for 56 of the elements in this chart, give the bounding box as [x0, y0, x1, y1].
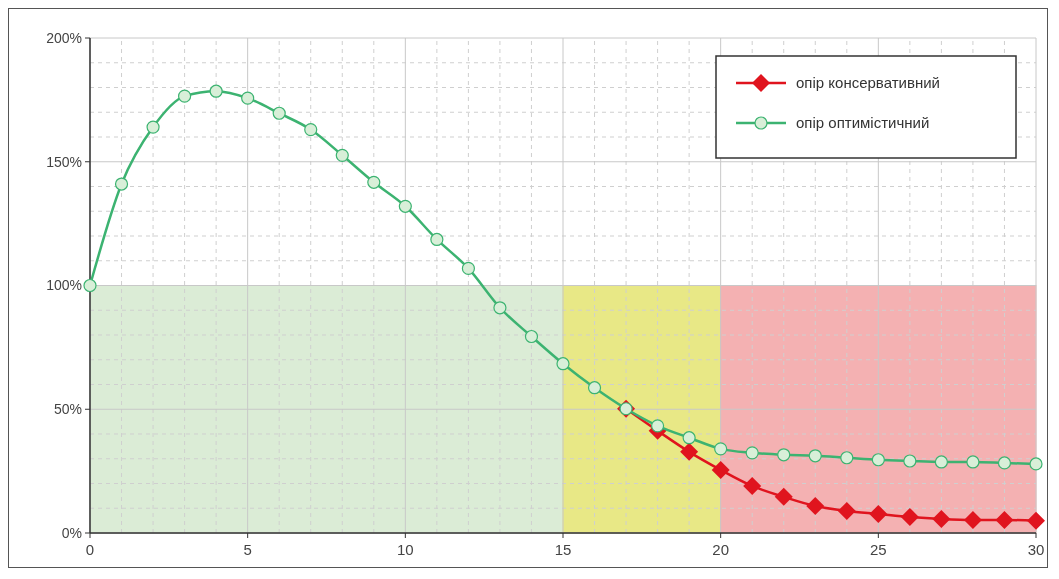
- point: [714, 442, 728, 456]
- point: [711, 460, 730, 479]
- point: [682, 431, 696, 445]
- point: [745, 446, 759, 460]
- point: [272, 106, 286, 120]
- y-tick-label: 100%: [46, 277, 82, 294]
- point: [524, 329, 539, 344]
- x-tick-label: 10: [396, 541, 414, 558]
- point: [997, 456, 1012, 470]
- point: [304, 122, 318, 137]
- x-tick-label: 5: [243, 541, 252, 558]
- point: [83, 278, 97, 293]
- point: [869, 504, 888, 523]
- point: [837, 501, 856, 520]
- x-tick-label: 30: [1027, 541, 1045, 558]
- point: [903, 454, 917, 468]
- point: [651, 419, 665, 433]
- point: [241, 91, 255, 105]
- point: [932, 509, 951, 528]
- point: [966, 455, 980, 469]
- y-tick-label: 50%: [53, 401, 82, 418]
- point: [1029, 457, 1043, 471]
- point: [178, 89, 192, 103]
- point: [209, 84, 223, 98]
- point: [398, 199, 412, 213]
- point: [430, 232, 444, 247]
- x-tick-label: 15: [554, 541, 572, 558]
- legend-label: опір оптимістичний: [796, 114, 930, 132]
- point: [114, 177, 129, 191]
- point: [680, 442, 699, 461]
- y-tick-label: 200%: [46, 29, 82, 46]
- x-tick-label: 20: [712, 541, 730, 558]
- point: [806, 497, 825, 516]
- point: [808, 449, 822, 463]
- x-tick-label: 25: [869, 541, 887, 558]
- point: [556, 357, 570, 371]
- point: [777, 448, 791, 462]
- x-tick-label: 0: [85, 541, 95, 558]
- point: [587, 381, 602, 395]
- point: [963, 510, 982, 529]
- point: [774, 487, 793, 506]
- y-tick-label: 150%: [46, 153, 82, 170]
- point: [840, 451, 854, 465]
- point: [934, 455, 948, 469]
- point: [335, 148, 349, 162]
- point: [367, 175, 381, 189]
- point: [900, 507, 919, 526]
- point: [146, 120, 160, 134]
- point: [995, 510, 1014, 529]
- y-tick-label: 0%: [61, 524, 82, 541]
- point: [1027, 511, 1045, 530]
- legend-label: опір консервативний: [796, 74, 940, 92]
- point: [743, 476, 762, 495]
- point: [493, 301, 507, 315]
- point: [461, 261, 475, 276]
- point: [871, 453, 885, 467]
